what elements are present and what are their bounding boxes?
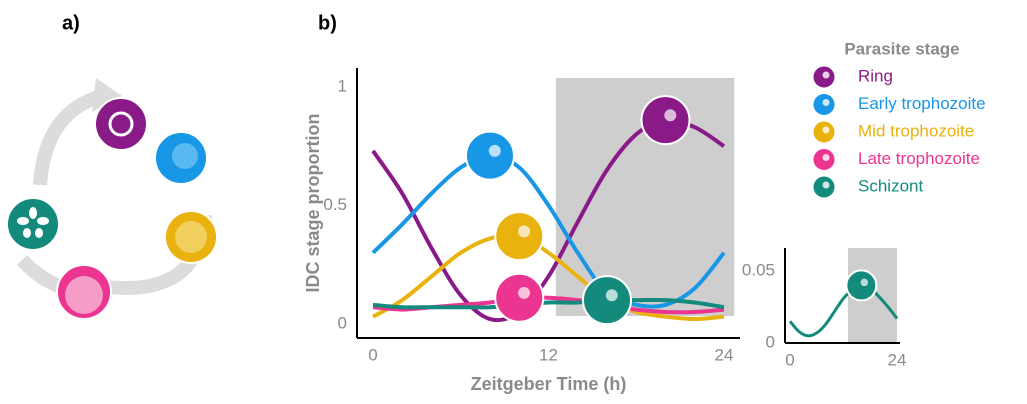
icon-highlight: [489, 145, 501, 157]
schizont-icon: [7, 198, 59, 250]
legend-label: Late trophozoite: [858, 149, 980, 168]
legend-swatch-detail: [823, 154, 830, 161]
legend-swatch-detail: [823, 99, 830, 106]
legend-label: Mid trophozoite: [858, 121, 974, 140]
legend-label: Ring: [858, 66, 893, 85]
x-tick-label: 24: [888, 350, 907, 369]
icon-detail: [175, 221, 207, 253]
icon-highlight: [861, 279, 869, 287]
legend-swatch-detail: [823, 127, 830, 134]
icon-highlight: [518, 225, 530, 237]
stage-icon: [495, 274, 543, 322]
panel-label: b): [318, 12, 337, 34]
y-tick-label: 0: [338, 313, 347, 332]
icon-highlight: [664, 109, 676, 121]
legend-label: Schizont: [858, 176, 923, 195]
y-tick-label: 1: [338, 76, 347, 95]
x-axis-title: Zeitgeber Time (h): [471, 374, 627, 394]
y-axis-title: IDC stage proportion: [303, 114, 323, 293]
panel-label: a): [62, 12, 80, 34]
y-tick-label: 0.5: [323, 195, 347, 214]
x-tick-label: 24: [715, 345, 734, 364]
y-tick-label: 0.05: [742, 261, 775, 280]
stage-icon: [642, 96, 690, 144]
x-tick-label: 12: [539, 345, 558, 364]
stage-icon: [495, 212, 543, 260]
icon-highlight: [518, 287, 530, 299]
stage-icon: [846, 270, 876, 300]
icon-highlight: [606, 289, 618, 301]
legend-swatch-detail: [823, 72, 830, 79]
legend-title: Parasite stage: [844, 39, 959, 58]
x-tick-label: 0: [785, 350, 794, 369]
cycle-diagram: [7, 78, 217, 319]
legend-swatch-detail: [823, 182, 830, 189]
y-tick-label: 0: [766, 332, 775, 351]
ring-icon: [95, 98, 147, 150]
x-tick-label: 0: [368, 345, 377, 364]
legend-label: Early trophozoite: [858, 94, 986, 113]
icon-detail: [172, 143, 198, 169]
stage-icon: [466, 132, 514, 180]
figure: a) b) 0 0.5 1 0 12 24 IDC stage proportion Zeit…: [0, 0, 1027, 404]
stage-icon: [583, 276, 631, 324]
icon-detail: [65, 276, 103, 314]
